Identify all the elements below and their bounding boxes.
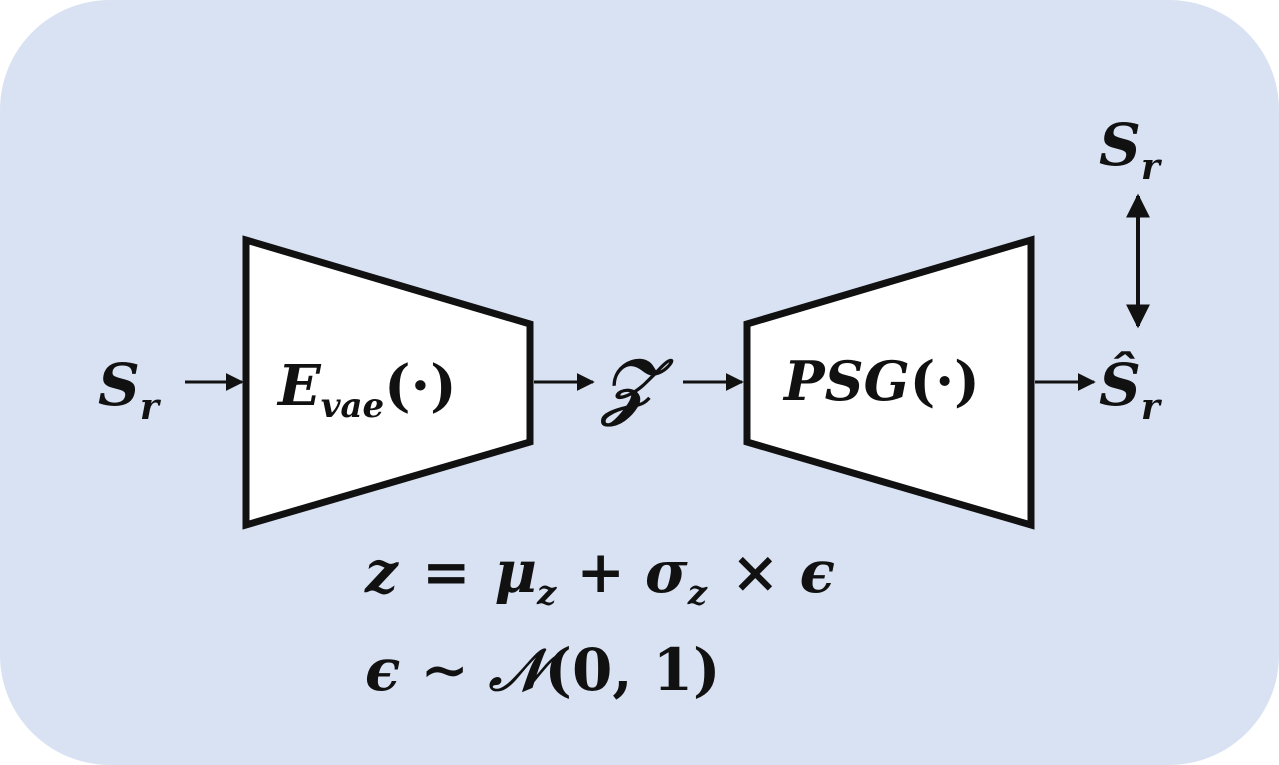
generator-block [743, 235, 1035, 530]
target-label: Sr [1099, 111, 1163, 188]
generator-label: PSG(·) [782, 349, 980, 413]
reparam-equation: z = μz + σz × ϵ [364, 538, 835, 613]
encoder-block [242, 235, 534, 530]
prior-equation: ϵ ∼ 𝒩(0, 1) [365, 636, 721, 704]
output-label: Ŝr [1099, 351, 1163, 428]
input-label: Sr [98, 351, 162, 428]
encoder-label: Evae(·) [276, 353, 457, 426]
